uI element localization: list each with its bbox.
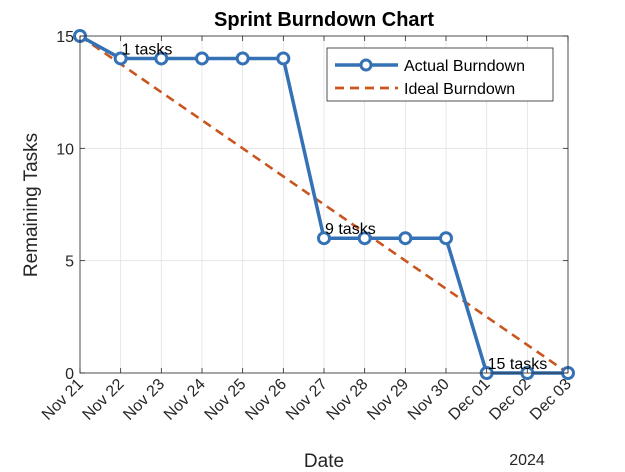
task-annotation: 15 tasks <box>488 356 548 373</box>
legend-box <box>326 47 554 102</box>
actual-burndown-point <box>235 51 250 66</box>
actual-burndown-point <box>317 231 331 246</box>
actual-burndown-point <box>113 51 128 66</box>
ideal-series-layer <box>79 34 569 375</box>
x-axis-label: Date <box>304 451 344 472</box>
y-tick-label: 5 <box>65 254 74 271</box>
x-tick-label: Dec 02 <box>486 376 534 424</box>
x-axis-year-label: 2024 <box>509 452 545 469</box>
x-tick-label: Nov 28 <box>324 376 372 424</box>
task-annotation: 9 tasks <box>325 221 376 238</box>
legend-actual-label: Actual Burndown <box>404 58 525 75</box>
ideal-burndown-line <box>79 34 569 375</box>
chart-title: Sprint Burndown Chart <box>214 9 434 31</box>
x-tick-label: Nov 26 <box>242 376 290 424</box>
y-tick-label: 15 <box>56 29 74 46</box>
annotation-layer: 1 tasks 9 tasks 15 tasks <box>122 41 548 373</box>
actual-burndown-point <box>357 231 372 246</box>
legend-ideal-label: Ideal Burndown <box>404 81 515 98</box>
actual-burndown-point <box>276 51 291 66</box>
x-tick-label: Nov 24 <box>161 376 209 424</box>
x-tick-label: Nov 30 <box>405 376 453 424</box>
actual-burndown-point <box>195 51 209 66</box>
actual-burndown-point <box>154 51 169 66</box>
actual-burndown-point <box>398 231 413 246</box>
x-tick-label: Dec 03 <box>527 376 575 424</box>
y-axis-label: Remaining Tasks <box>21 133 42 277</box>
y-tick-label: 10 <box>56 141 74 158</box>
x-tick-label: Nov 27 <box>283 376 331 424</box>
legend: Actual Burndown Ideal Burndown <box>326 47 554 102</box>
legend-actual-marker <box>359 58 373 72</box>
actual-burndown-point <box>439 231 453 246</box>
x-tick-label: Nov 25 <box>202 376 250 424</box>
x-tick-label: Nov 29 <box>364 376 412 424</box>
x-tick-label: Nov 21 <box>39 376 87 424</box>
y-tick-label: 0 <box>65 366 74 383</box>
x-tick-label: Dec 01 <box>446 376 494 424</box>
x-tick-label: Nov 23 <box>120 376 168 424</box>
x-tick-label: Nov 22 <box>80 376 128 424</box>
task-annotation: 1 tasks <box>122 41 173 58</box>
